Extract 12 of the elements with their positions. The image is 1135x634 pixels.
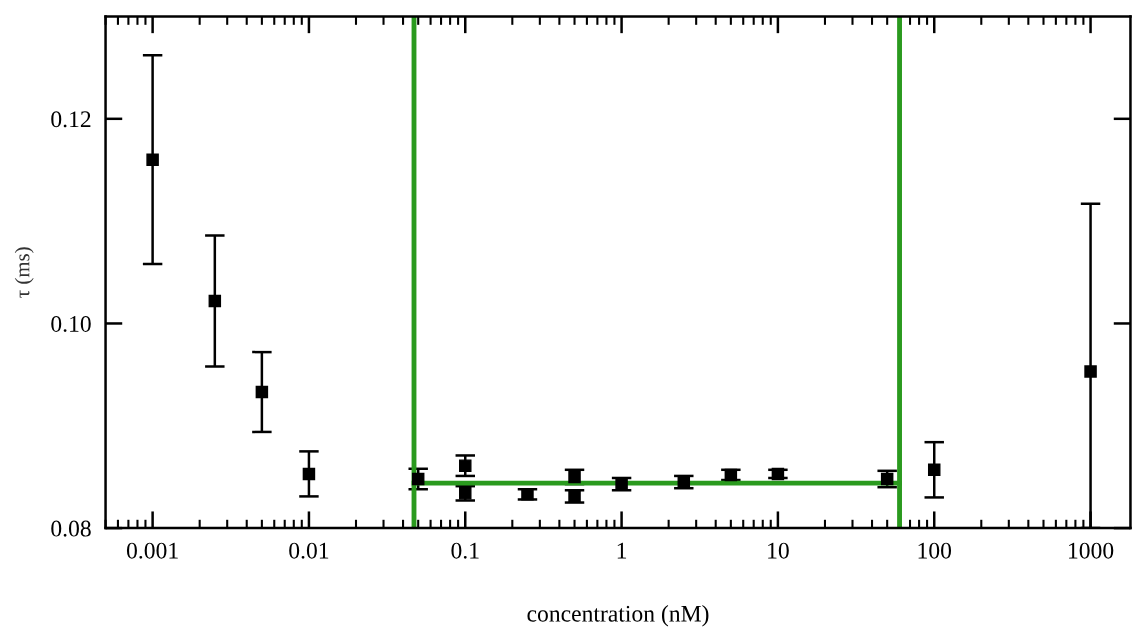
x-tick-label: 1 <box>617 542 627 559</box>
y-tick-label: 0.08 <box>51 520 91 537</box>
x-tick-label: 10 <box>768 542 789 559</box>
x-tick-label: 0.1 <box>451 542 479 559</box>
x-tick-label: 1000 <box>1069 542 1114 559</box>
x-tick-label: 0.01 <box>289 542 329 559</box>
y-tick-label: 0.12 <box>51 111 91 128</box>
y-axis-title: τ (ms) <box>14 247 34 298</box>
x-tick-label: 0.001 <box>126 542 178 559</box>
x-axis-title: concentration (nM) <box>527 605 709 627</box>
y-tick-label: 0.10 <box>51 315 91 332</box>
x-tick-label: 100 <box>918 542 952 559</box>
